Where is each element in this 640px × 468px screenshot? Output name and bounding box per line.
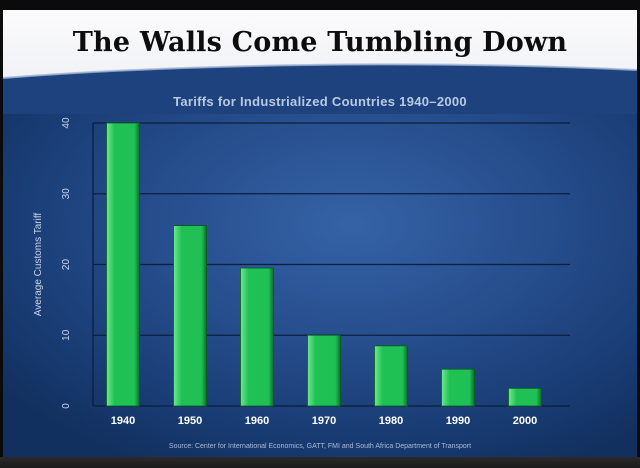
x-tick-label: 1960 — [245, 415, 269, 427]
bar-1980 — [374, 345, 408, 407]
bar-1970 — [307, 334, 341, 407]
y-axis-label: Average Customs Tariff — [33, 213, 44, 317]
x-tick-label: 1940 — [111, 415, 135, 427]
x-tick-label: 1990 — [446, 415, 470, 427]
y-tick-label: 10 — [61, 329, 72, 341]
slide: The Walls Come Tumbling Down Tariffs for… — [3, 10, 637, 457]
y-tick-label: 30 — [61, 188, 72, 200]
bar-chart: 0 10 20 30 40 Average Customs Tariff 1940 1950 1… — [33, 117, 570, 427]
title-swoosh — [3, 63, 637, 114]
bar-1990 — [441, 368, 475, 407]
x-tick-label: 1980 — [379, 415, 403, 427]
x-tick-label: 1970 — [312, 415, 336, 427]
y-tick-label: 40 — [61, 117, 72, 129]
y-tick-label: 0 — [61, 403, 72, 409]
y-tick-label: 20 — [61, 259, 72, 271]
chart-title: Tariffs for Industrialized Countries 194… — [173, 94, 467, 109]
taskbar — [0, 457, 640, 468]
bar-1960 — [240, 267, 274, 407]
bar-1950 — [173, 225, 207, 407]
x-tick-label: 1950 — [178, 415, 202, 427]
x-tick-label: 2000 — [513, 415, 537, 427]
bar-2000 — [508, 387, 542, 407]
slide-title: The Walls Come Tumbling Down — [72, 27, 568, 58]
bar-1940 — [106, 122, 140, 407]
chart-source: Source: Center for International Economi… — [168, 443, 472, 450]
